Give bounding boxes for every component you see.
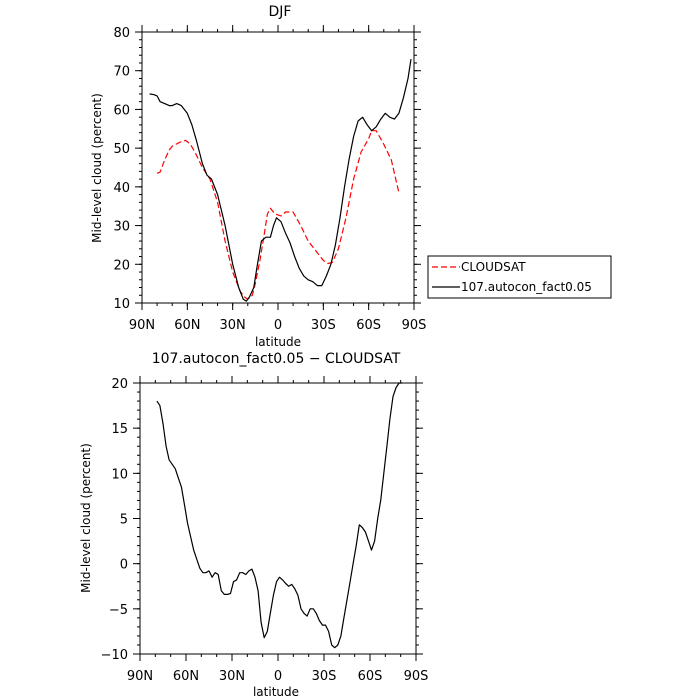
x-tick-label: 90S: [402, 318, 427, 333]
legend-label-cloudsat: CLOUDSAT: [461, 260, 526, 274]
y-axis-ticks-top: 10 20 30 40 50 60 70 80: [113, 26, 421, 312]
y-tick-label: 15: [111, 422, 128, 437]
series-line-top-0: [156, 130, 400, 300]
y-tick-label: 40: [113, 181, 130, 196]
plot-frame-bottom: [139, 382, 417, 655]
series-group-bottom: [156, 382, 403, 649]
y-tick-label: 20: [113, 258, 130, 273]
y-tick-label: 60: [113, 103, 130, 118]
x-tick-label: 30N: [220, 318, 246, 333]
bottom-chart: 107.autocon_fact0.05 − CLOUDSAT −10 −5 0 5 1…: [79, 351, 428, 699]
legend-label-model: 107.autocon_fact0.05: [461, 280, 592, 294]
y-tick-label: −10: [101, 648, 128, 663]
series-group-top: [149, 59, 412, 302]
x-tick-label: 60S: [356, 318, 381, 333]
chart-title-top: DJF: [269, 4, 292, 20]
top-chart: DJF 10 20 30 40 50 60 70 80 90N 60N 30N 0 30S 60S 90S…: [90, 4, 426, 349]
y-tick-label: 0: [120, 558, 128, 573]
y-tick-label: 10: [111, 467, 128, 482]
y-tick-label: 10: [113, 297, 130, 312]
y-tick-label: 80: [113, 26, 130, 41]
plot-frame-top: [141, 31, 415, 304]
x-tick-label: 90N: [129, 318, 155, 333]
y-axis-ticks-bottom: −10 −5 0 5 10 15 20: [101, 377, 423, 663]
y-tick-label: −5: [109, 603, 128, 618]
x-tick-label: 60S: [358, 669, 383, 684]
y-axis-label-bottom: Mid-level cloud (percent): [79, 443, 93, 593]
x-tick-label: 90N: [127, 669, 153, 684]
x-axis-ticks-bottom: 90N 60N 30N 0 30S 60S 90S: [127, 376, 429, 684]
chart-title-bottom: 107.autocon_fact0.05 − CLOUDSAT: [152, 351, 401, 367]
x-tick-label: 30S: [312, 669, 337, 684]
series-line-top-1: [149, 59, 412, 302]
y-tick-label: 70: [113, 65, 130, 80]
x-tick-label: 90S: [404, 669, 429, 684]
y-tick-label: 30: [113, 220, 130, 235]
x-tick-label: 30S: [311, 318, 336, 333]
y-tick-label: 50: [113, 142, 130, 157]
y-tick-label: 20: [111, 377, 128, 392]
x-axis-ticks-top: 90N 60N 30N 0 30S 60S 90S: [129, 25, 427, 333]
x-tick-label: 0: [274, 669, 282, 684]
series-line-bottom-0: [156, 382, 403, 649]
legend-box: [427, 255, 612, 299]
x-tick-label: 0: [274, 318, 282, 333]
x-tick-label: 60N: [174, 318, 200, 333]
x-tick-label: 30N: [219, 669, 245, 684]
x-tick-label: 60N: [173, 669, 199, 684]
y-tick-label: 5: [120, 513, 128, 528]
legend: CLOUDSAT 107.autocon_fact0.05: [427, 255, 612, 299]
y-axis-label-top: Mid-level cloud (percent): [90, 93, 104, 243]
x-axis-label-top: latitude: [255, 335, 301, 349]
x-axis-label-bottom: latitude: [253, 685, 299, 699]
